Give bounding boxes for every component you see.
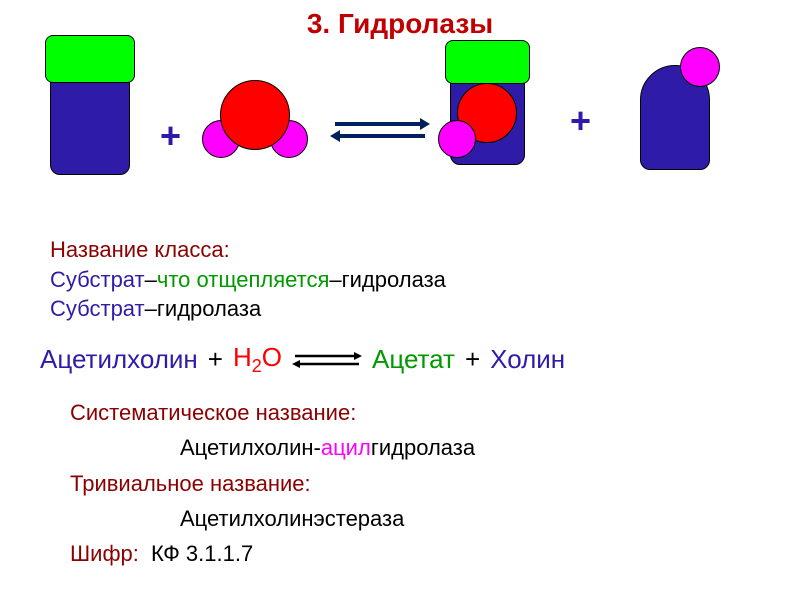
enzyme-substrate-complex	[450, 65, 525, 165]
plus-left: +	[160, 115, 181, 157]
plus-right: +	[570, 100, 591, 142]
equilibrium-arrows-icon	[330, 110, 430, 150]
cn2-dash: –	[145, 296, 157, 321]
sys-name-acyl: ацил	[321, 435, 371, 460]
complex-active-site	[445, 40, 530, 84]
equation-arrows-icon	[292, 345, 362, 375]
released-group	[680, 47, 720, 87]
class-name-line1: Субстрат–что отщепляется–гидролаза	[50, 265, 800, 295]
cn2-substrate: Субстрат	[50, 296, 145, 321]
slide-title: 3. Гидролазы	[0, 0, 800, 40]
eq-acetylcholine: Ацетилхолин	[40, 344, 198, 375]
eq-choline: Холин	[490, 344, 565, 375]
substrate-core	[220, 80, 290, 150]
code-line: Шифр: КФ 3.1.1.7	[70, 536, 800, 571]
class-name-line2: Субстрат–гидролаза	[50, 294, 800, 324]
eq-h2o-o: О	[262, 342, 282, 372]
trivial-header: Тривиальное название:	[70, 466, 800, 501]
enzyme-active-site	[45, 35, 135, 83]
code-header: Шифр:	[70, 541, 139, 566]
cn1-cleaved: что отщепляется	[157, 267, 329, 292]
reaction-equation: Ацетилхолин + Н2О Ацетат + Холин	[40, 342, 800, 377]
complex-substrate-group	[438, 120, 476, 158]
cn1-dash1: –	[145, 267, 157, 292]
eq-h2o-h: Н	[233, 342, 252, 372]
eq-h2o: Н2О	[233, 342, 282, 377]
sys-name-a: Ацетилхолин-	[180, 435, 321, 460]
class-name-header: Название класса:	[50, 235, 800, 265]
enzyme-free	[50, 65, 130, 175]
systematic-header: Систематическое название:	[70, 395, 800, 430]
systematic-name: Ацетилхолин-ацилгидролаза	[180, 430, 800, 465]
substrate	[220, 80, 290, 150]
cn2-hydrolase: гидролаза	[157, 296, 261, 321]
sys-name-c: гидролаза	[371, 435, 475, 460]
title-text: 3. Гидролазы	[307, 8, 493, 39]
cn1-dash2: –	[329, 267, 341, 292]
reaction-diagram: + +	[0, 45, 800, 225]
cn1-hydrolase: гидролаза	[342, 267, 446, 292]
eq-plus1: +	[208, 344, 223, 375]
eq-plus2: +	[465, 344, 480, 375]
code-value: КФ 3.1.1.7	[151, 541, 253, 566]
class-name-block: Название класса: Субстрат–что отщепляетс…	[50, 235, 800, 324]
names-block: Систематическое название: Ацетилхолин-ац…	[70, 395, 800, 571]
trivial-name: Ацетилхолинэстераза	[180, 501, 800, 536]
eq-h2o-2: 2	[252, 356, 262, 376]
cn1-substrate: Субстрат	[50, 267, 145, 292]
enzyme-product	[640, 65, 710, 170]
eq-acetate: Ацетат	[372, 344, 455, 375]
